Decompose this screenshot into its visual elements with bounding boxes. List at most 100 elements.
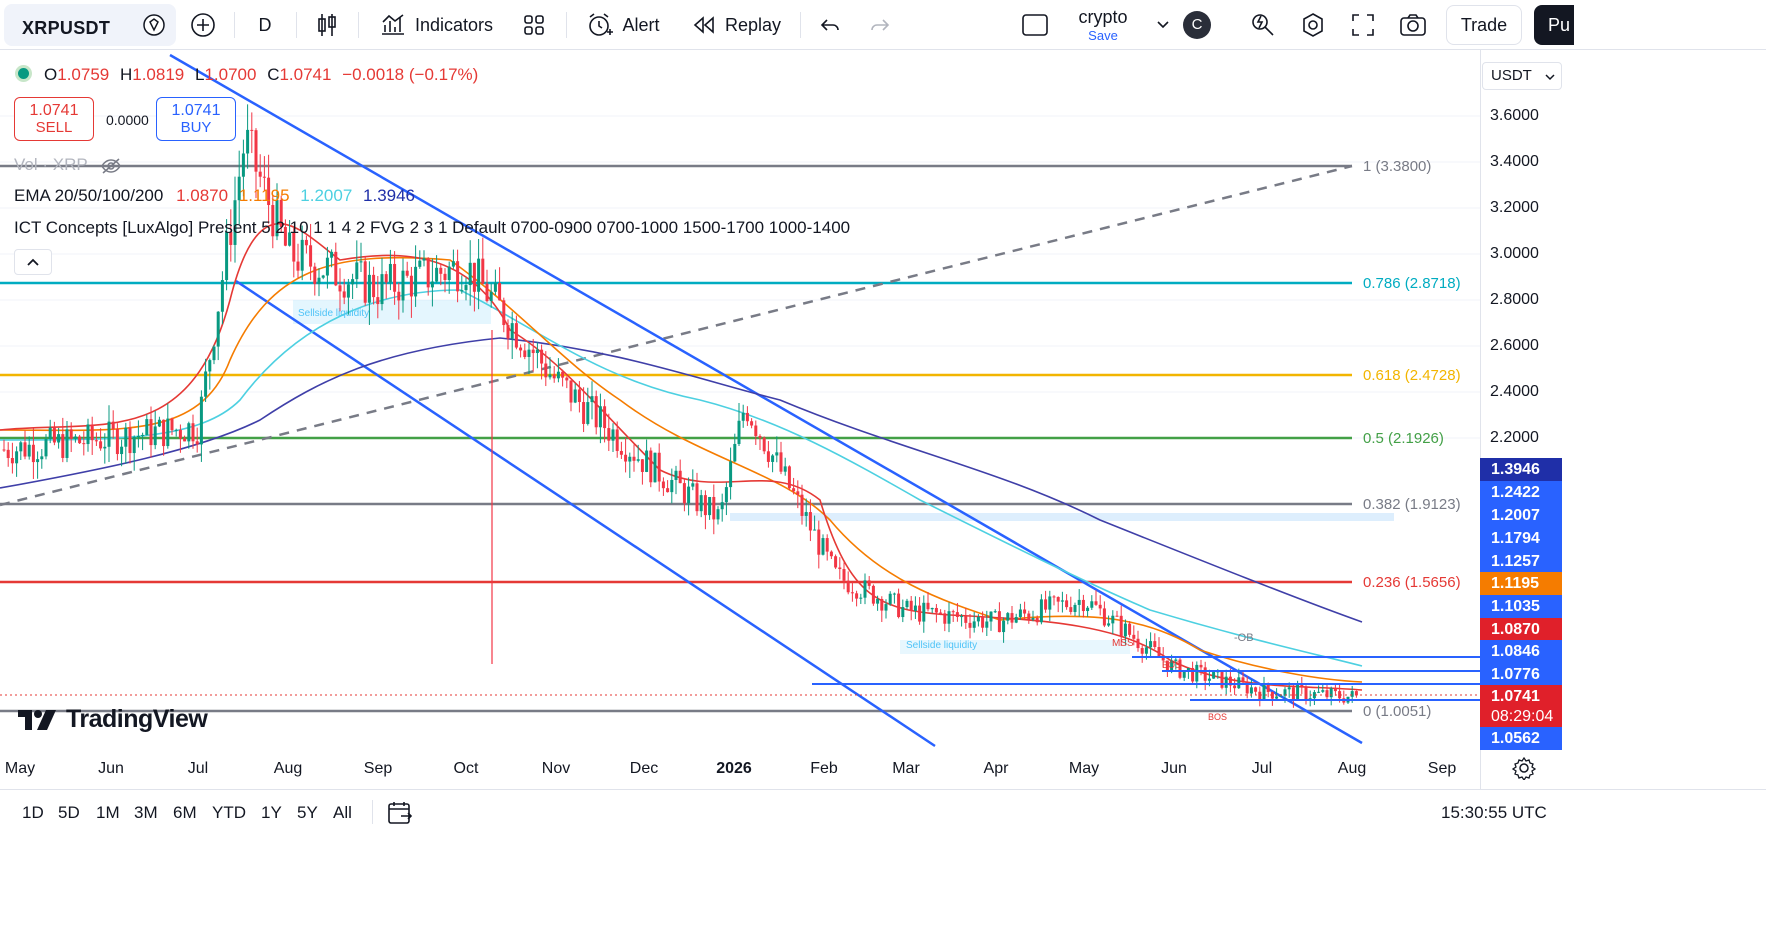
layout-window-button[interactable] (1014, 5, 1056, 45)
candle-body (393, 263, 397, 292)
candle-body (699, 495, 703, 512)
ema-label: EMA 20/50/100/200 (14, 186, 164, 205)
symbol-search-button[interactable]: XRPUSDT (4, 4, 176, 46)
candle-body (603, 406, 607, 429)
dashed-trendline[interactable] (0, 164, 1353, 507)
sell-button[interactable]: 1.0741 SELL (14, 97, 94, 141)
settings-button[interactable] (1292, 5, 1334, 45)
channel-upper-line[interactable] (169, 53, 1363, 745)
candle-body (947, 611, 951, 624)
range-all-button[interactable]: All (333, 803, 352, 822)
eye-hidden-icon[interactable] (100, 157, 122, 175)
candle-body (535, 349, 539, 354)
candle-body (401, 270, 405, 301)
range-1y-button[interactable]: 1Y (261, 803, 282, 822)
ohlc-close: 1.0741 (279, 65, 332, 84)
candle-body (792, 488, 796, 492)
fullscreen-button[interactable] (1342, 5, 1384, 45)
interval-button[interactable]: D (246, 5, 284, 45)
range-1m-button[interactable]: 1M (96, 803, 120, 822)
candle-body (178, 429, 182, 439)
utc-clock[interactable]: 15:30:55 UTC (1441, 803, 1547, 822)
candle-body (624, 454, 628, 462)
candle-body (661, 481, 665, 489)
range-ytd-button[interactable]: YTD (212, 803, 246, 822)
ohlc-open: 1.0759 (57, 65, 110, 84)
candle-body (754, 425, 758, 437)
candle-body (1023, 609, 1027, 614)
range-6m-button[interactable]: 6M (173, 803, 197, 822)
collapse-legend-button[interactable] (14, 249, 52, 275)
candle-body (372, 274, 376, 298)
axis-settings-button[interactable] (1511, 756, 1537, 782)
candle-body (1304, 687, 1308, 701)
lightning-search-icon (1252, 14, 1274, 36)
redo-icon (871, 19, 890, 31)
candle-body (737, 420, 741, 444)
range-5d-button[interactable]: 5D (58, 803, 80, 822)
candle-body (1212, 671, 1216, 679)
redo-button[interactable] (860, 5, 900, 45)
indicators-button[interactable]: Indicators (370, 5, 502, 45)
compare-add-button[interactable] (182, 5, 224, 45)
indicators-icon (381, 14, 404, 35)
candle-body (569, 380, 573, 403)
candle-body (922, 602, 926, 622)
volume-legend[interactable]: Vol · XRP (14, 155, 122, 175)
range-5y-button[interactable]: 5Y (297, 803, 318, 822)
candle-body (800, 494, 804, 516)
candle-body (111, 421, 115, 429)
symbol-badge-icon[interactable] (142, 13, 166, 42)
bottom-toolbar (0, 789, 1766, 836)
level-price-tag: 1.0562 (1480, 727, 1562, 750)
candle-body (489, 291, 493, 302)
current-price-tag: 1.0741 (1480, 685, 1562, 708)
range-1d-button[interactable]: 1D (22, 803, 44, 822)
ema50-value: 1.1195 (238, 186, 290, 205)
channel-lower-line[interactable] (235, 279, 936, 748)
candle-body (943, 613, 947, 624)
templates-button[interactable] (512, 5, 556, 45)
ema-legend[interactable]: EMA 20/50/100/200 1.0870 1.1195 1.2007 1… (14, 186, 415, 206)
alert-label: Alert (622, 14, 660, 35)
buy-button[interactable]: 1.0741 BUY (156, 97, 236, 141)
chart-type-button[interactable] (306, 5, 348, 45)
ict-legend[interactable]: ICT Concepts [LuxAlgo] Present 5 2 10 1 … (14, 218, 850, 238)
candle-body (682, 483, 686, 504)
alert-button[interactable]: Alert (576, 5, 670, 45)
goto-date-button[interactable] (386, 799, 414, 827)
candle-body (783, 466, 787, 472)
layout-name-button[interactable]: crypto Save (1068, 7, 1138, 43)
candle-body (1291, 687, 1295, 700)
candle-body (1191, 668, 1195, 682)
candle-body (716, 509, 720, 520)
time-label: Feb (810, 760, 838, 777)
candle-body (187, 423, 191, 442)
layout-dropdown-button[interactable] (1150, 5, 1176, 45)
candle-body (640, 459, 644, 472)
time-label: Jun (1161, 760, 1187, 777)
level-price-tag: 1.0776 (1480, 663, 1562, 686)
interval-label: D (258, 14, 272, 35)
candle-body (540, 349, 544, 364)
candle-body (1245, 681, 1249, 694)
currency-selector[interactable]: USDT (1482, 62, 1562, 90)
quick-search-button[interactable] (1242, 5, 1284, 45)
publish-button[interactable]: Pu (1534, 5, 1574, 45)
candle-body (481, 258, 485, 284)
avatar[interactable]: C (1183, 11, 1211, 39)
range-3m-button[interactable]: 3M (134, 803, 158, 822)
tradingview-logo[interactable]: TradingView (16, 705, 208, 734)
snapshot-button[interactable] (1392, 5, 1434, 45)
candle-body (1157, 647, 1161, 657)
candle-body (464, 285, 468, 291)
candle-body (99, 441, 103, 449)
undo-button[interactable] (810, 5, 850, 45)
trade-button[interactable]: Trade (1446, 5, 1522, 45)
candle-body (258, 171, 262, 177)
price-chart-canvas[interactable]: Sellside liquidity Sellside liquidity MS… (0, 50, 1480, 750)
replay-button[interactable]: Replay (682, 5, 790, 45)
candle-body (519, 347, 523, 351)
candle-body (498, 282, 502, 301)
time-label: May (1068, 760, 1100, 777)
